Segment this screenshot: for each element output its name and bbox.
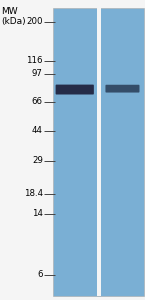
Text: 14: 14 <box>32 209 43 218</box>
Text: 97: 97 <box>32 69 43 78</box>
Text: 29: 29 <box>32 157 43 166</box>
Text: MW
(kDa): MW (kDa) <box>1 7 26 26</box>
FancyBboxPatch shape <box>56 85 94 94</box>
Text: 66: 66 <box>32 97 43 106</box>
Text: 116: 116 <box>26 56 43 65</box>
Text: 6: 6 <box>37 270 43 279</box>
Text: 200: 200 <box>26 17 43 26</box>
Text: 44: 44 <box>32 126 43 135</box>
Text: 18.4: 18.4 <box>24 189 43 198</box>
Bar <box>53 8 144 295</box>
FancyBboxPatch shape <box>105 85 139 92</box>
Bar <box>97 8 101 295</box>
